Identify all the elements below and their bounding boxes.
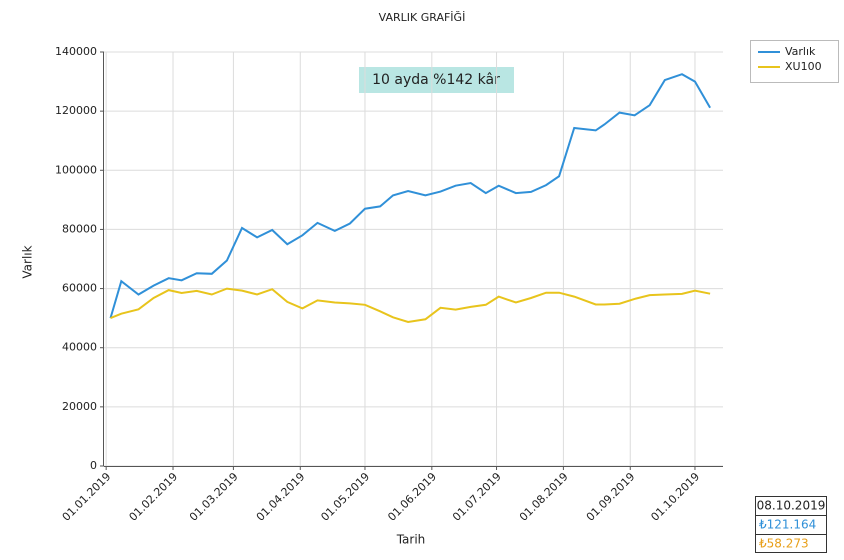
series-line: [109, 73, 711, 319]
y-axis-label: Varlık: [21, 245, 35, 278]
readout-value: ₺58.273: [759, 537, 809, 551]
y-tick-label: 100000: [55, 163, 97, 176]
y-tick-label: 0: [90, 459, 97, 472]
legend-label: XU100: [785, 60, 822, 73]
readout-date: 08.10.2019: [757, 499, 826, 513]
y-tick-label: 60000: [62, 282, 97, 295]
y-tick-label: 120000: [55, 104, 97, 117]
x-tick-label: 01.07.2019: [450, 470, 504, 524]
series-line: [110, 287, 711, 324]
x-tick-label: 01.03.2019: [187, 470, 241, 524]
y-tick-label: 20000: [62, 400, 97, 413]
x-axis-label: Tarih: [396, 533, 426, 547]
x-tick-label: 01.10.2019: [648, 470, 702, 524]
x-tick-label: 01.08.2019: [517, 470, 571, 524]
legend-box: [750, 40, 839, 83]
x-tick-label: 01.01.2019: [60, 470, 114, 524]
x-tick-label: 01.02.2019: [127, 470, 181, 524]
annotation: 10 ayda %142 kâr: [372, 72, 500, 88]
readout-value: ₺121.164: [759, 518, 816, 532]
y-tick-label: 80000: [62, 222, 97, 235]
x-tick-label: 01.04.2019: [254, 470, 308, 524]
readout-box: [755, 496, 827, 553]
annotation-box: [359, 67, 514, 93]
x-tick-label: 01.06.2019: [385, 470, 439, 524]
x-tick-label: 01.09.2019: [584, 470, 638, 524]
x-tick-label: 01.05.2019: [318, 470, 372, 524]
y-tick-label: 140000: [55, 45, 97, 58]
chart-title: VARLIK GRAFİĞİ: [379, 11, 466, 24]
y-tick-label: 40000: [62, 341, 97, 354]
legend-label: Varlık: [785, 45, 816, 58]
